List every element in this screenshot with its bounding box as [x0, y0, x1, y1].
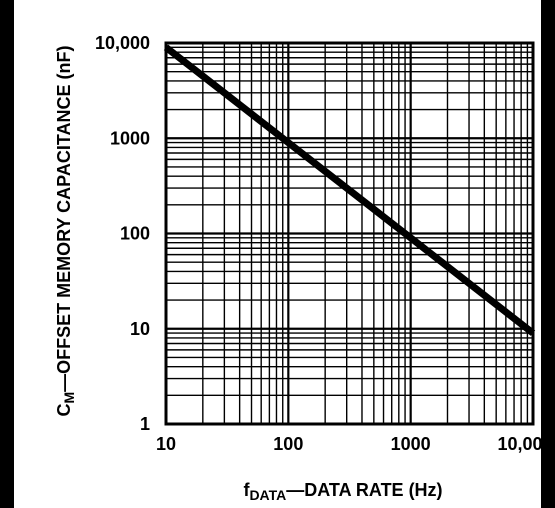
x-axis-title-subscript: DATA — [249, 487, 286, 503]
chart: 1 10 100 1000 10,000 10 100 1000 10,000 fDATA—D… — [54, 33, 553, 503]
y-tick-label: 1 — [140, 414, 150, 434]
y-tick-label: 1000 — [110, 128, 150, 148]
y-tick-label: 10,000 — [95, 33, 150, 53]
x-tick-label: 10,000 — [497, 434, 552, 454]
x-tick-label: 100 — [273, 434, 303, 454]
x-tick-label: 10 — [156, 434, 176, 454]
y-axis-title: CM—OFFSET MEMORY CAPACITANCE (nF) — [54, 46, 77, 417]
y-tick-label: 10 — [130, 319, 150, 339]
series-line — [163, 44, 536, 336]
x-axis-title-f: f — [243, 480, 250, 500]
y-axis-title-rest: —OFFSET MEMORY CAPACITANCE (nF) — [54, 46, 74, 392]
grid — [164, 43, 533, 426]
x-axis-title-rest: —DATA RATE (Hz) — [286, 480, 442, 500]
x-tick-labels: 10 100 1000 10,000 — [156, 434, 553, 454]
x-axis-title: fDATA—DATA RATE (Hz) — [243, 480, 442, 503]
y-axis-title-subscript: M — [61, 392, 77, 404]
x-tick-label: 1000 — [391, 434, 431, 454]
y-tick-label: 100 — [120, 224, 150, 244]
y-tick-labels: 1 10 100 1000 10,000 — [95, 33, 150, 434]
y-axis-title-c: C — [54, 404, 74, 417]
plot-border — [164, 41, 535, 426]
